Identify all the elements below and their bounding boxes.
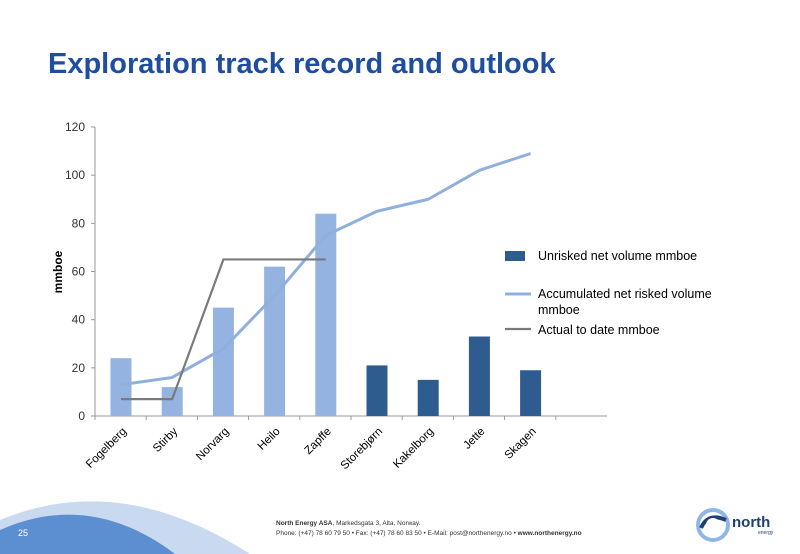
logo-text: north bbox=[732, 514, 771, 531]
footer-company: North Energy ASA bbox=[276, 520, 333, 527]
x-category-label: Jette bbox=[461, 426, 487, 452]
y-tick-label: 80 bbox=[72, 216, 86, 230]
page-number: 25 bbox=[18, 528, 29, 538]
y-tick-label: 20 bbox=[72, 361, 86, 375]
bar bbox=[212, 307, 234, 416]
legend-label-accumulated-line2: mmboe bbox=[538, 303, 580, 317]
x-category-label: Kakelborg bbox=[391, 426, 436, 471]
y-tick-label: 0 bbox=[78, 409, 85, 423]
bar bbox=[264, 266, 286, 416]
legend-label-actual: Actual to date mmboe bbox=[538, 323, 660, 337]
bar bbox=[520, 370, 542, 416]
slide-title: Exploration track record and outlook bbox=[48, 48, 556, 80]
x-category-label: Heilo bbox=[256, 426, 283, 453]
logo-subtext: energy bbox=[758, 530, 774, 536]
legend-label-accumulated-line1: Accumulated net risked volume bbox=[538, 287, 712, 301]
footer-address: , Markedsgata 3, Alta, Norway. bbox=[332, 520, 421, 527]
legend-swatch-unrisked bbox=[505, 251, 525, 261]
footer-contact: Phone: (+47) 78 60 79 50 • Fax: (+47) 78… bbox=[276, 530, 518, 537]
bar bbox=[366, 365, 388, 416]
accumulated-line bbox=[120, 152, 532, 387]
footer-contact-line: Phone: (+47) 78 60 79 50 • Fax: (+47) 78… bbox=[276, 529, 582, 539]
bar bbox=[110, 358, 132, 416]
footer-swoosh-graphic bbox=[0, 501, 250, 554]
x-category-label: Storebjørn bbox=[339, 426, 385, 472]
x-category-label: Zapffe bbox=[303, 426, 334, 457]
y-tick-label: 100 bbox=[65, 168, 85, 182]
x-category-label: Fogelberg bbox=[84, 426, 129, 471]
x-category-label: Norvarg bbox=[194, 426, 231, 463]
footer-address-line: North Energy ASA, Markedsgata 3, Alta, N… bbox=[276, 519, 582, 529]
y-tick-label: 120 bbox=[65, 120, 85, 134]
bar bbox=[315, 213, 337, 416]
legend-label-unrisked: Unrisked net volume mmboe bbox=[538, 249, 697, 263]
footer-website-link[interactable]: www.northenergy.no bbox=[517, 530, 582, 537]
y-tick-label: 60 bbox=[72, 265, 86, 279]
y-axis-title: mmboe bbox=[51, 250, 65, 293]
x-category-label: Skagen bbox=[503, 426, 539, 462]
bar bbox=[468, 336, 490, 416]
bar bbox=[161, 387, 183, 416]
footer-info: North Energy ASA, Markedsgata 3, Alta, N… bbox=[276, 519, 582, 539]
chart: 0 20 40 60 80 100 120 mmboe Fogelberg Stirby Norva… bbox=[51, 120, 712, 472]
north-energy-logo: north energy bbox=[696, 508, 792, 544]
y-tick-label: 40 bbox=[72, 313, 86, 327]
actual-line bbox=[121, 258, 326, 401]
x-category-label: Stirby bbox=[151, 425, 180, 454]
logo-swirl-icon bbox=[696, 508, 730, 542]
bar bbox=[417, 379, 439, 416]
